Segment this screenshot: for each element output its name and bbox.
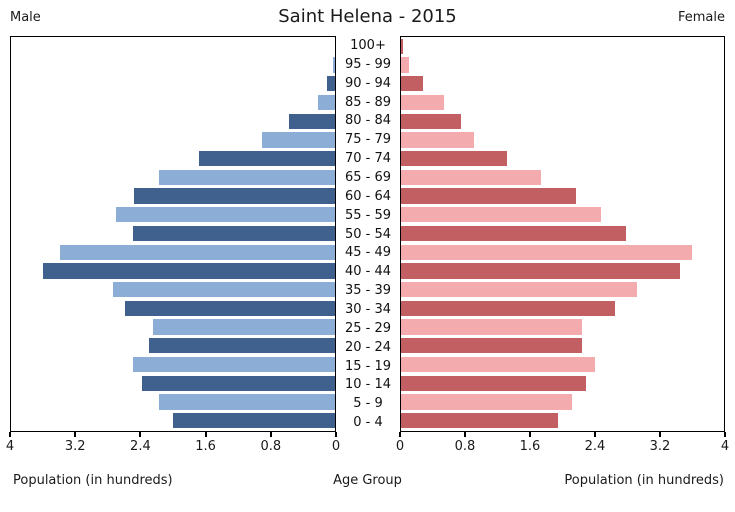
male-bar [133, 188, 335, 204]
age-group-label: 70 - 74 [344, 151, 392, 167]
x-tick-label: 0.8 [454, 439, 476, 454]
age-group-label: 30 - 34 [344, 301, 392, 317]
age-group-label: 35 - 39 [344, 283, 392, 299]
male-bar [332, 57, 335, 73]
x-tick-mark [529, 432, 531, 437]
female-bars-panel [400, 36, 725, 432]
female-bar [401, 188, 576, 204]
age-group-label: 15 - 19 [344, 358, 392, 374]
x-tick-mark [335, 432, 337, 437]
x-tick-mark [594, 432, 596, 437]
x-tick-label: 0.8 [260, 439, 282, 454]
age-group-label: 75 - 79 [344, 132, 392, 148]
female-bar [401, 169, 542, 185]
female-bar [401, 338, 583, 354]
female-bar [401, 57, 410, 73]
chart-title: Saint Helena - 2015 [278, 6, 457, 27]
age-group-axis-title: Age Group [333, 473, 402, 488]
male-bar [289, 113, 335, 129]
age-group-label: 85 - 89 [344, 94, 392, 110]
age-group-label: 5 - 9 [353, 396, 383, 412]
x-tick-mark [724, 432, 726, 437]
age-group-label: 90 - 94 [344, 75, 392, 91]
female-bar [401, 263, 681, 279]
male-bar [198, 151, 335, 167]
x-tick-mark [269, 432, 272, 437]
x-tick-label: 1.6 [519, 439, 541, 454]
x-tick-label: 0 [331, 439, 341, 454]
x-tick-mark [659, 432, 661, 437]
x-tick-mark [399, 432, 401, 437]
female-bar [401, 225, 627, 242]
male-bar [133, 225, 335, 242]
age-group-label: 65 - 69 [344, 169, 392, 185]
x-tick-label: 2.4 [584, 439, 606, 454]
female-side-label: Female [677, 10, 725, 25]
male-bar [159, 394, 335, 410]
x-tick-label: 4 [720, 439, 730, 454]
female-bar [401, 375, 587, 391]
age-group-label: 25 - 29 [344, 320, 392, 336]
x-tick-label: 2.4 [130, 439, 151, 454]
female-bar [401, 207, 601, 223]
male-bar [125, 300, 335, 316]
female-bar [401, 356, 595, 373]
male-bars-panel [10, 36, 336, 432]
x-tick-label: 1.6 [195, 439, 216, 454]
x-tick-mark [74, 432, 77, 437]
female-bar [401, 113, 462, 129]
male-bar [172, 413, 335, 429]
male-bar [152, 319, 335, 335]
age-group-label: 60 - 64 [344, 188, 392, 204]
x-tick-mark [139, 432, 142, 437]
female-bar [401, 76, 423, 92]
male-bar [133, 356, 335, 373]
age-group-label: 40 - 44 [344, 264, 392, 280]
male-bar [148, 338, 335, 354]
x-tick-mark [464, 432, 466, 437]
age-group-label: 0 - 4 [353, 415, 383, 431]
female-bar [401, 413, 558, 429]
female-bar [401, 319, 583, 335]
female-bar [401, 282, 637, 298]
x-tick-label: 3.2 [64, 439, 86, 454]
male-side-label: Male [10, 10, 41, 25]
x-tick-label: 0 [395, 439, 405, 454]
male-bar [142, 375, 335, 391]
age-group-label: 80 - 84 [344, 113, 392, 129]
age-group-label: 55 - 59 [344, 207, 392, 223]
age-group-label: 20 - 24 [344, 339, 392, 355]
male-axis-title: Population (in hundreds) [13, 473, 173, 488]
x-tick-mark [9, 432, 11, 437]
male-bar [326, 76, 335, 92]
age-group-label: 10 - 14 [344, 377, 392, 393]
male-bar [112, 282, 335, 298]
male-bar [42, 263, 335, 279]
age-group-axis: 100+ 95 - 99 90 - 94 85 - 89 80 - 84 75 - 79 7… [336, 36, 400, 432]
x-tick-label: 4 [5, 439, 15, 454]
age-group-label: 95 - 99 [344, 56, 392, 72]
male-bar [59, 244, 335, 260]
female-bar [401, 151, 507, 167]
x-tick-label: 3.2 [649, 439, 671, 454]
female-bar [401, 38, 404, 54]
female-bar [401, 300, 616, 316]
male-bar [116, 207, 335, 223]
age-group-label: 45 - 49 [344, 245, 392, 261]
age-group-label: 50 - 54 [344, 226, 392, 242]
female-bar [401, 94, 444, 111]
x-tick-mark [204, 432, 207, 437]
female-axis-title: Population (in hundreds) [564, 473, 724, 488]
female-bar [401, 394, 572, 410]
age-group-label: 100+ [350, 37, 386, 53]
female-bar [401, 132, 474, 148]
female-bar [401, 244, 692, 260]
male-bar [159, 169, 335, 185]
male-bar [318, 94, 335, 111]
male-bar [261, 132, 335, 148]
